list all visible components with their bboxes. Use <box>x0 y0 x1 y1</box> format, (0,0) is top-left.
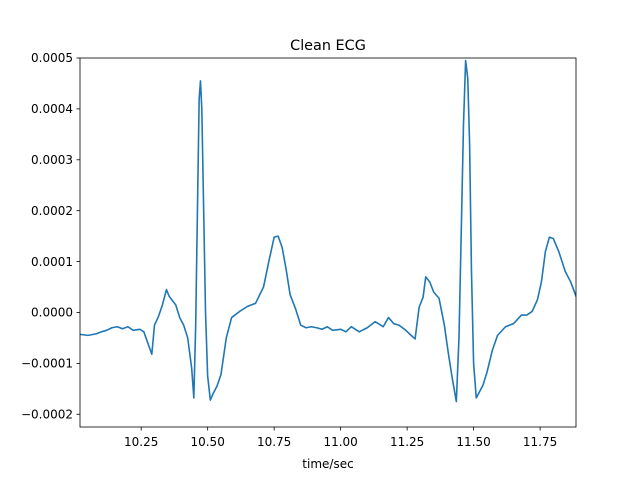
x-tick-label: 11.75 <box>523 435 557 449</box>
y-tick-label: 0.0001 <box>31 255 73 269</box>
y-tick-label: 0.0002 <box>31 204 73 218</box>
x-tick-label: 11.50 <box>456 435 490 449</box>
x-tick-label: 10.25 <box>124 435 158 449</box>
y-ticks: −0.0002 −0.0001 0.0000 0.0001 0.0002 0.0003 0.… <box>21 51 80 421</box>
y-tick-label: 0.0004 <box>31 102 73 116</box>
y-tick-label: −0.0002 <box>21 407 73 421</box>
chart-title: Clean ECG <box>290 38 366 54</box>
x-tick-label: 10.50 <box>190 435 224 449</box>
x-tick-label: 11.25 <box>390 435 424 449</box>
x-ticks: 10.25 10.50 10.75 11.00 11.25 11.50 11.75 <box>124 427 557 449</box>
x-tick-label: 11.00 <box>323 435 357 449</box>
x-axis-label: time/sec <box>302 457 353 471</box>
axes-frame <box>79 57 577 428</box>
y-tick-label: −0.0001 <box>21 357 73 371</box>
plot-layer <box>80 59 576 403</box>
y-tick-label: 0.0003 <box>31 153 73 167</box>
y-tick-label: 0.0000 <box>31 306 73 320</box>
x-tick-label: 10.75 <box>257 435 291 449</box>
series-line-0 <box>80 59 576 403</box>
y-tick-label: 0.0005 <box>31 51 73 65</box>
